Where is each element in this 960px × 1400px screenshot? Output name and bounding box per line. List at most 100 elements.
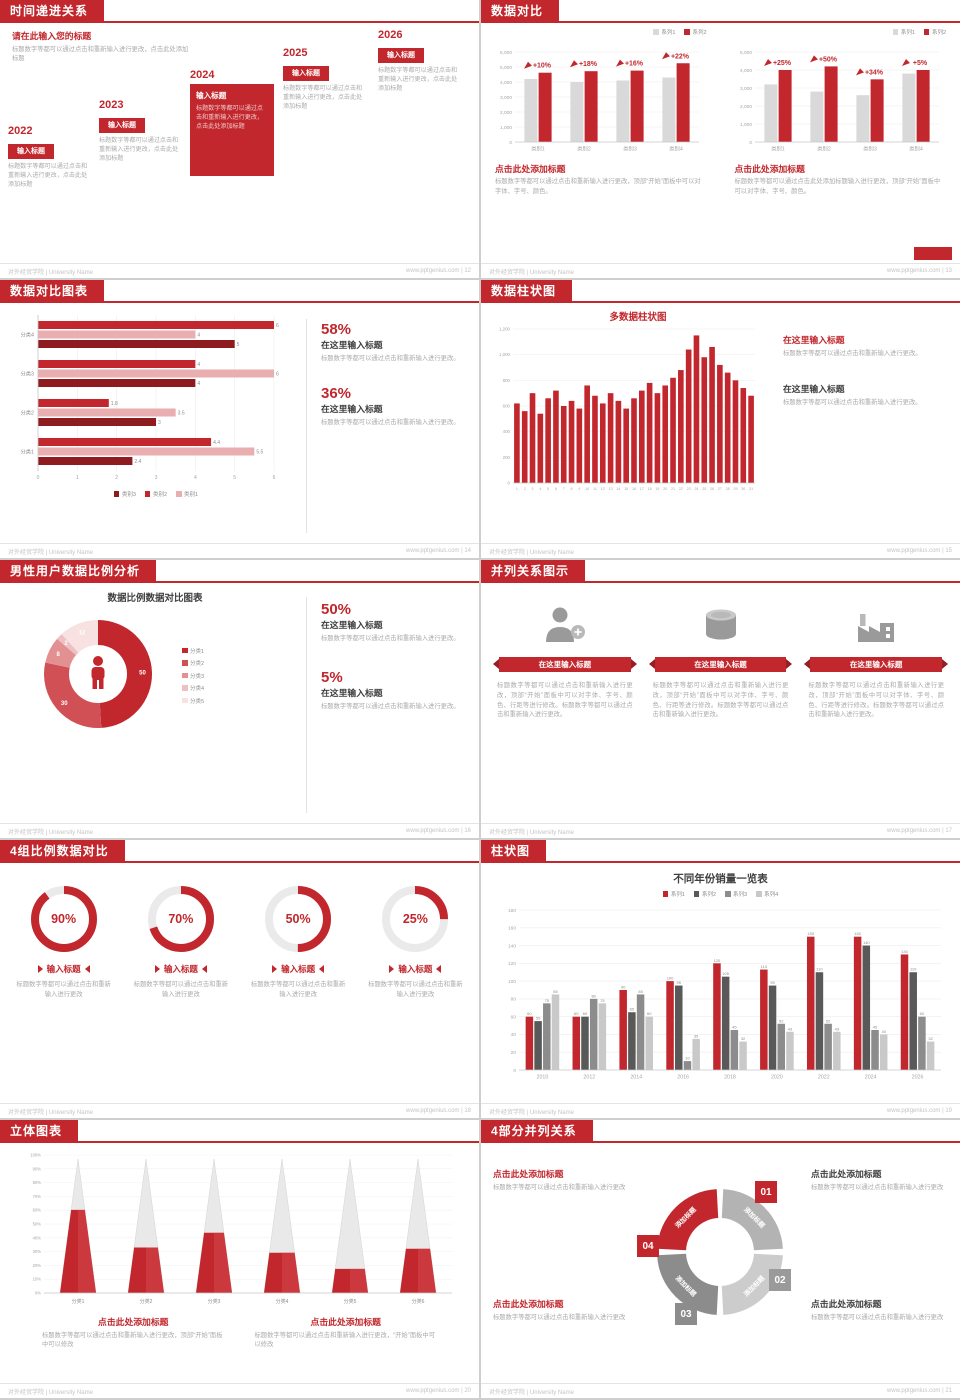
svg-text:80: 80 xyxy=(591,993,596,998)
svg-text:85: 85 xyxy=(638,989,643,994)
svg-text:105: 105 xyxy=(722,971,729,976)
svg-text:43: 43 xyxy=(834,1026,839,1031)
timeline-year: 2026 xyxy=(378,29,403,41)
svg-text:6: 6 xyxy=(273,475,276,481)
stat-percent: 50% xyxy=(321,601,352,618)
panel-text: 标题数字等都可以通过点击此处添加标题输入进行更改，顶部“开始”面板中可以对字体、… xyxy=(734,178,941,195)
slide-15-column-chart[interactable]: 数据柱状图 多数据柱状图 1,200 1,000 800 600 400 200 0 1 2 3 4… xyxy=(481,280,960,558)
legend-item: 类别1 xyxy=(176,490,198,498)
svg-text:0%: 0% xyxy=(35,1291,41,1296)
slide-12-timeline[interactable]: 时间递进关系 请在此输入您的标题 标题数字等都可以通过点击和重新输入进行更改，点… xyxy=(0,0,479,278)
svg-text:10: 10 xyxy=(685,1056,690,1061)
progress-ring xyxy=(28,883,100,960)
legend-item: 系列2 xyxy=(684,28,707,36)
arrow-right-icon xyxy=(389,965,395,973)
timeline-year: 2025 xyxy=(283,47,308,59)
ring-text: 标题数字等都可以通过点击和重新输入进行更改 xyxy=(250,981,346,998)
slide-20-cone-chart[interactable]: 立体图表 100% 90% 80% 70% 60% 50% 40% 30% 20% 10% 0% 分类… xyxy=(0,1120,479,1398)
ring-text: 标题数字等都可以通过点击和重新输入进行更改 xyxy=(368,981,463,998)
text-block: 点击此处添加标题 标题数字等都可以通过点击和重新输入进行更改，“开始”面板中可以… xyxy=(255,1315,438,1350)
ring-percent: 25% xyxy=(402,912,428,926)
footer-left: 对外经贸学院 | University Name xyxy=(8,1109,93,1116)
block-heading: 点击此处添加标题 xyxy=(811,1169,882,1179)
slide-13-data-compare[interactable]: 数据对比 系列1 系列2 6,000 5,000 4,000 3,000 2,000 1,0… xyxy=(481,0,960,278)
svg-text:4,000: 4,000 xyxy=(500,80,512,86)
svg-text:150: 150 xyxy=(854,931,861,936)
svg-text:43: 43 xyxy=(787,1026,792,1031)
legend-item: 系列1 xyxy=(662,890,685,898)
timeline-tag: 输入标题 xyxy=(99,117,145,133)
footer-left: 对外经贸学院 | University Name xyxy=(489,549,574,556)
svg-text:20%: 20% xyxy=(33,1263,42,1268)
slide-21-four-parts[interactable]: 4部分并列关系 点击此处添加标题 标题数字等都可以通过点击和重新输入进行更改 点… xyxy=(481,1120,960,1398)
timeline-item: 2025 输入标题 标题数字等都可以通过点击和重新输入进行更改，点击此处添加标题 xyxy=(283,47,367,111)
chart-legend: 系列1 系列2 系列3 系列4 xyxy=(489,890,952,898)
svg-text:分类6: 分类6 xyxy=(412,1298,425,1305)
database-icon xyxy=(651,601,791,649)
block-heading: 点击此处添加标题 xyxy=(493,1299,564,1309)
slide-title: 4组比例数据对比 xyxy=(0,840,125,863)
stat-heading: 在这里输入标题 xyxy=(321,688,383,699)
svg-text:100: 100 xyxy=(666,976,673,981)
person-plus-icon xyxy=(495,601,635,649)
svg-text:45: 45 xyxy=(732,1025,737,1030)
svg-text:95: 95 xyxy=(676,980,681,985)
stat-percent: 58% xyxy=(321,321,352,338)
block-text: 标题数字等都可以通过点击和重新输入进行更改。 xyxy=(783,398,922,406)
chart-legend: 类别3 类别2 类别1 xyxy=(6,490,306,498)
svg-text:21: 21 xyxy=(671,487,675,491)
slide-title: 时间递进关系 xyxy=(0,0,105,23)
svg-text:100%: 100% xyxy=(30,1153,41,1158)
slide-title: 立体图表 xyxy=(0,1120,79,1143)
svg-text:6: 6 xyxy=(276,372,279,378)
slide-18-ring-percentages[interactable]: 4组比例数据对比 90% 输入标题 标题数字等都可以通过点击和重新输入进行更改 … xyxy=(0,840,479,1118)
svg-text:400: 400 xyxy=(503,429,511,434)
svg-text:0: 0 xyxy=(508,481,511,486)
svg-text:140: 140 xyxy=(507,943,515,949)
svg-text:25: 25 xyxy=(702,487,706,491)
svg-text:75: 75 xyxy=(544,998,549,1003)
svg-text:+5%: +5% xyxy=(912,60,927,67)
slide-19-grouped-columns[interactable]: 柱状图 不同年份销量一览表 系列1 系列2 系列3 系列4 180 160 140 120 1… xyxy=(481,840,960,1118)
svg-text:4: 4 xyxy=(197,333,200,339)
ring-text: 标题数字等都可以通过点击和重新输入进行更改 xyxy=(133,981,229,998)
item-text: 标题数字等都可以通过点击和重新输入进行更改，顶部“开始”面板中可以对字体、字号、… xyxy=(808,682,945,719)
panel-heading: 点击此处添加标题 xyxy=(734,164,805,174)
svg-text:3,000: 3,000 xyxy=(739,86,751,92)
timeline-tag: 输入标题 xyxy=(283,65,329,81)
svg-text:分类1: 分类1 xyxy=(72,1298,85,1305)
footer-left: 对外经贸学院 | University Name xyxy=(489,269,574,276)
svg-text:30: 30 xyxy=(741,487,745,491)
svg-text:23: 23 xyxy=(687,487,691,491)
svg-text:1,000: 1,000 xyxy=(500,125,512,131)
svg-text:4: 4 xyxy=(197,362,200,368)
slide-14-hbar-chart[interactable]: 数据对比图表 0 1 2 3 4 5 6 6 4 5 分类4 4 6 4 分类3 1.8 3.5 3 分类2 4.4 5… xyxy=(0,280,479,558)
stat-heading: 在这里输入标题 xyxy=(321,340,383,350)
timeline-year: 2024 xyxy=(190,69,215,81)
legend-item: 系列4 xyxy=(756,890,778,898)
svg-text:20: 20 xyxy=(510,1050,516,1056)
svg-text:50%: 50% xyxy=(33,1222,42,1227)
slide-16-donut-analysis[interactable]: 男性用户数据比例分析 数据比例数据对比图表 50 30 8 2 12 分类1 分类2 分类3… xyxy=(0,560,479,838)
chart-heading: 多数据柱状图 xyxy=(609,312,667,323)
svg-text:2022: 2022 xyxy=(817,1075,829,1081)
segmented-donut: 添加标题 添加标题 添加标题 添加标题 04 01 02 03 xyxy=(637,1173,799,1331)
more-button[interactable] xyxy=(914,247,952,260)
chart-panel-right: 系列1 系列2 5,000 4,000 3,000 2,000 1,000 0 类别1 +25%… xyxy=(721,25,960,263)
block-text: 标题数字等都可以通过点击和重新输入进行更改，“开始”面板中可以修改 xyxy=(254,1331,436,1349)
block-text: 标题数字等都可以通过点击和重新输入进行更改 xyxy=(811,1183,944,1191)
block-text: 标题数字等都可以通过点击和重新输入进行更改 xyxy=(811,1313,944,1321)
slide-17-parallel-items[interactable]: 并列关系图示 在这里输入标题 标题数字等都可以通过点击和重新输入进行更改，顶部“… xyxy=(481,560,960,838)
svg-text:4.4: 4.4 xyxy=(213,440,220,446)
chart-legend: 系列1 系列2 xyxy=(729,28,946,36)
ring-item: 25% 输入标题 标题数字等都可以通过点击和重新输入进行更改 xyxy=(362,883,469,1103)
footer-right: www.pptgenius.com | 19 xyxy=(887,1108,952,1114)
svg-text:类别1: 类别1 xyxy=(771,145,785,153)
text-block: 点击此处添加标题 标题数字等都可以通过点击和重新输入进行更改 xyxy=(493,1297,631,1322)
svg-text:1: 1 xyxy=(76,475,79,481)
progress-ring xyxy=(145,883,217,960)
block-heading: 点击此处添加标题 xyxy=(310,1317,381,1327)
timeline-highlight-box: 输入标题 标题数字等都可以通过点击和重新输入进行更改，点击此处添加标题 xyxy=(190,84,274,176)
stat-text: 标题数字等都可以通过点击和重新输入进行更改。 xyxy=(321,634,460,642)
